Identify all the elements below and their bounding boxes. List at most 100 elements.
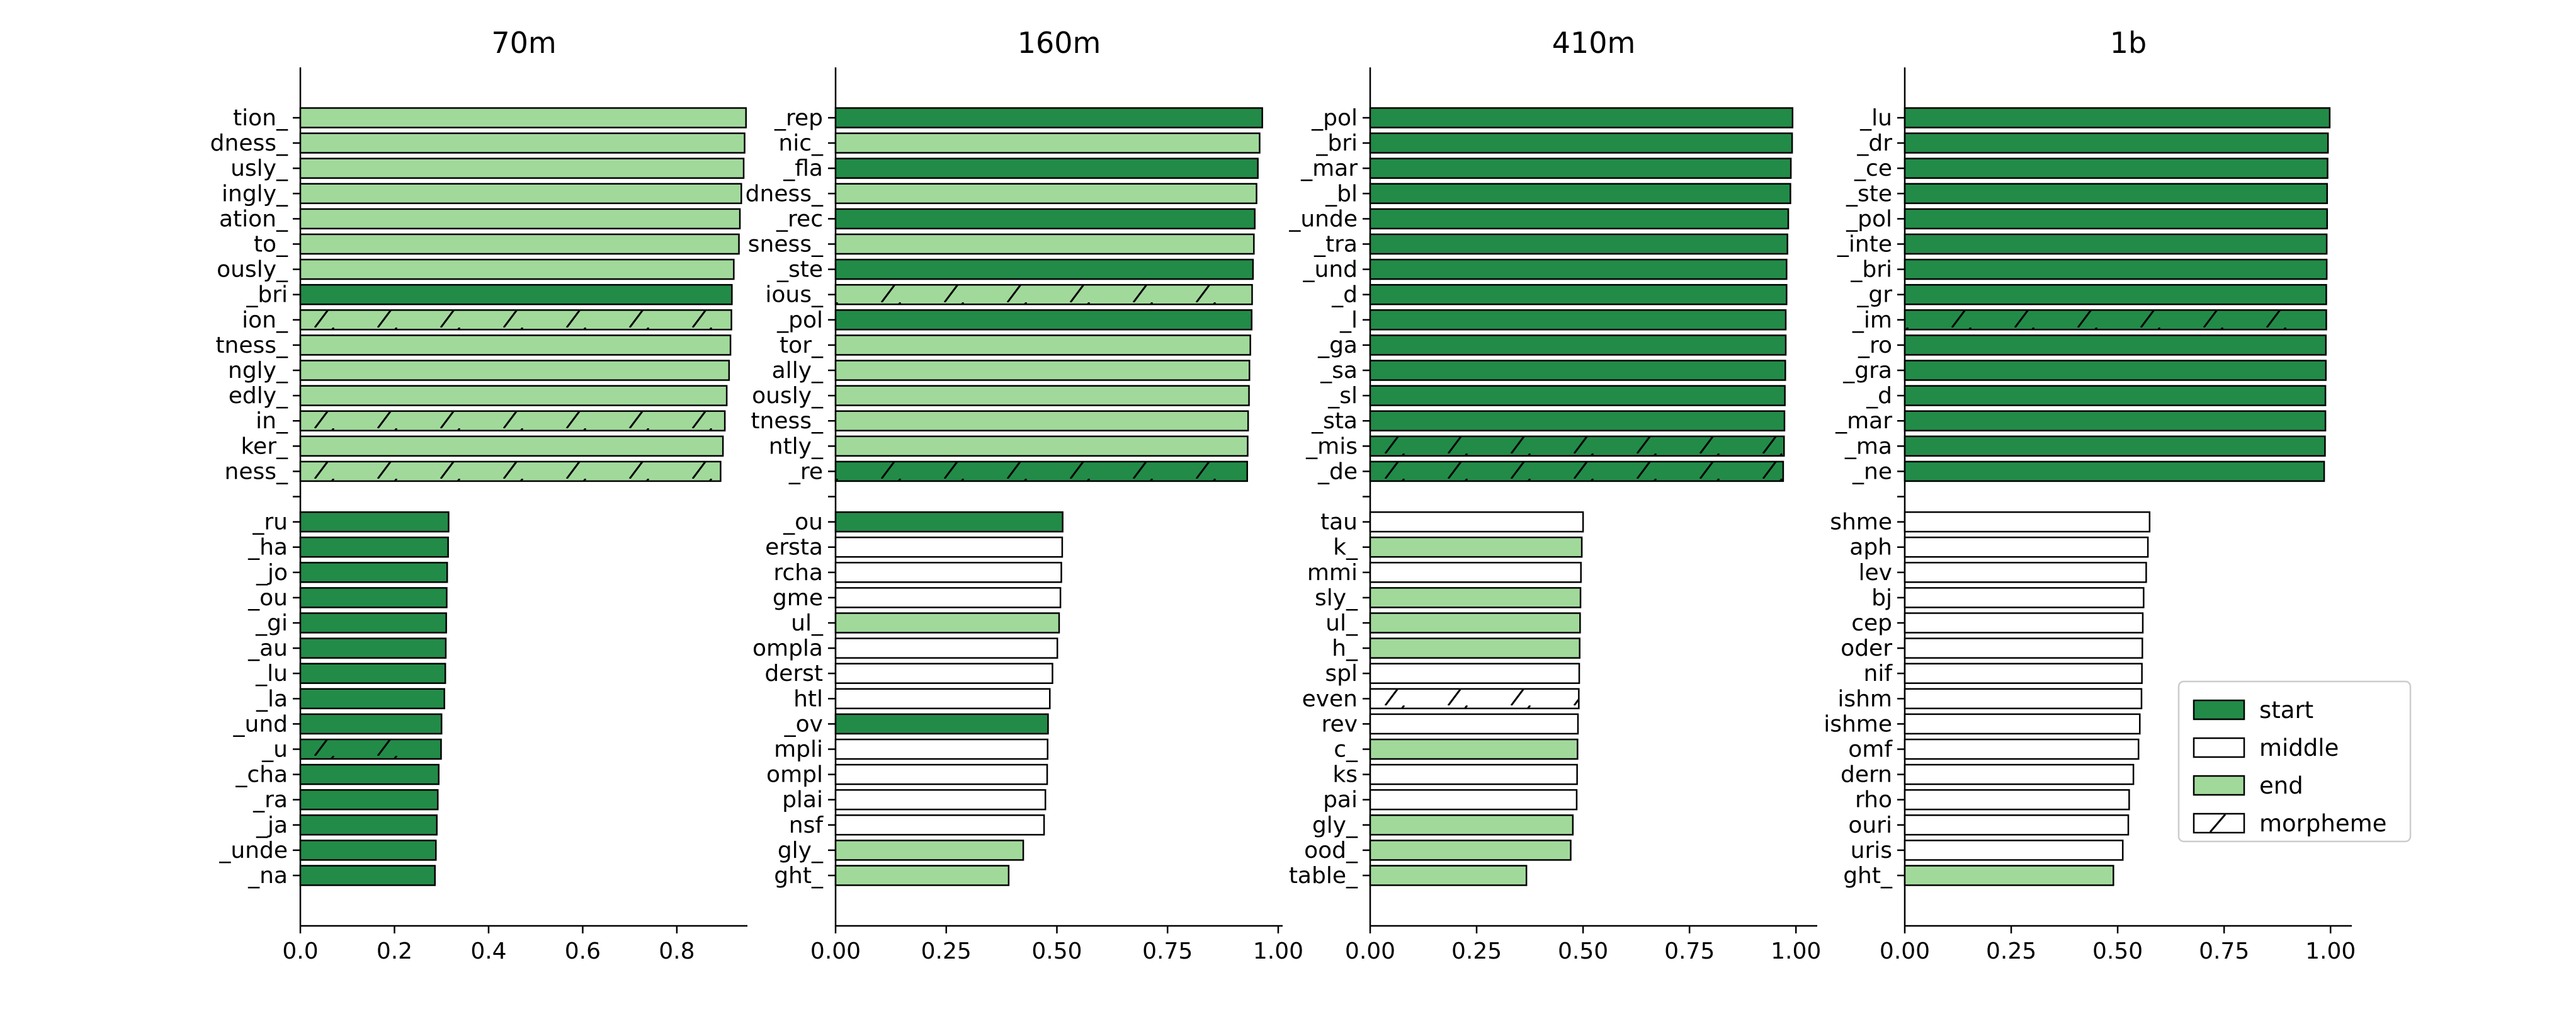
- bar-_dr: [1904, 132, 2329, 154]
- bar-ously_: [299, 258, 735, 280]
- y-tick-label: ingly_: [222, 181, 288, 207]
- bar-mmi: [1369, 562, 1582, 583]
- y-tick-label: cep: [1851, 610, 1892, 636]
- y-tick-label: _und: [1303, 257, 1358, 283]
- bar-_d: [1904, 385, 2327, 406]
- bar-tness_: [834, 410, 1249, 431]
- y-tick-label: rho: [1855, 787, 1892, 813]
- y-tick-label: ks: [1332, 762, 1358, 788]
- y-tick-label: mpli: [774, 737, 823, 763]
- bar-ersta: [834, 536, 1064, 558]
- bar-morpheme-hatch: [836, 285, 1252, 305]
- bar-_ou: [299, 587, 448, 608]
- bar-sness_: [834, 233, 1255, 255]
- bar-uris: [1904, 840, 2124, 861]
- y-tick-label: _unde: [218, 838, 288, 864]
- bar-c_: [1369, 738, 1579, 760]
- bar-_bri: [299, 283, 733, 305]
- y-tick-label: _ja: [256, 812, 288, 838]
- bar-_l: [1369, 309, 1787, 331]
- bar-ul_: [1369, 612, 1581, 634]
- y-tick-label: _sl: [1327, 383, 1358, 409]
- bar-htl: [834, 688, 1051, 710]
- y-tick-label: _ha: [247, 535, 288, 561]
- x-tick-label: 0.50: [2092, 938, 2143, 964]
- bar-_rec: [834, 208, 1256, 230]
- y-tick-label: ness_: [225, 459, 288, 484]
- y-tick-label: _bl: [1325, 181, 1358, 207]
- y-tick-label: in_: [256, 408, 288, 434]
- panel-title: 70m: [491, 26, 556, 60]
- bar-_ste: [1904, 183, 2329, 205]
- bar-_au: [299, 637, 447, 659]
- y-tick-label: _fla: [783, 156, 823, 181]
- bar-nif: [1904, 663, 2143, 684]
- bar-dern: [1904, 763, 2135, 785]
- x-tick-label: 1.00: [1771, 938, 1821, 964]
- bar-ingly_: [299, 183, 742, 205]
- y-tick-label: _cha: [235, 762, 288, 788]
- y-tick-label: ntly_: [769, 433, 824, 459]
- y-tick-label: _la: [256, 686, 288, 712]
- y-tick-label: _pol: [1311, 105, 1358, 131]
- bar-_pol: [1904, 208, 2329, 230]
- y-tick-label: h_: [1332, 636, 1358, 661]
- panel-title: 1b: [2110, 26, 2147, 60]
- bar-ishme: [1904, 713, 2141, 735]
- x-tick-label: 0.2: [377, 938, 412, 964]
- y-tick-label: _bri: [1850, 257, 1892, 283]
- y-tick-label: tness_: [215, 333, 288, 358]
- bar-ngly_: [299, 360, 730, 381]
- y-tick-label: rev: [1322, 711, 1358, 737]
- y-tick-label: _ru: [252, 510, 288, 535]
- legend-label-middle: middle: [2259, 734, 2339, 761]
- bar-_gi: [299, 612, 447, 634]
- y-tick-label: _gi: [255, 610, 288, 636]
- bar-oder: [1904, 637, 2143, 659]
- y-tick-label: aph: [1849, 535, 1892, 561]
- y-tick-label: _ne: [1852, 459, 1892, 484]
- y-tick-label: rcha: [773, 560, 823, 586]
- y-tick-label: ul_: [1325, 610, 1358, 636]
- y-tick-label: _ro: [1858, 333, 1892, 358]
- bar-ker_: [299, 435, 724, 457]
- y-tick-label: _ce: [1854, 156, 1892, 181]
- y-tick-label: sness_: [748, 232, 824, 258]
- y-tick-label: _ov: [784, 711, 823, 737]
- bar-gme: [834, 587, 1062, 608]
- bar-spl: [1369, 663, 1580, 684]
- x-tick-label: 0.6: [565, 938, 601, 964]
- legend-swatch-morpheme: [2193, 812, 2245, 834]
- bar-_ra: [299, 789, 439, 811]
- bar-ul_: [834, 612, 1060, 634]
- y-tick-label: _au: [247, 636, 288, 661]
- y-tick-label: _l: [1339, 307, 1358, 333]
- y-tick-label: sly_: [1315, 585, 1358, 611]
- y-tick-label: spl: [1325, 661, 1358, 687]
- y-tick-label: dness_: [210, 130, 288, 156]
- bar-_la: [299, 688, 445, 710]
- bar-table_: [1369, 865, 1528, 886]
- x-tick-label: 0.50: [1558, 938, 1608, 964]
- bar-plai: [834, 789, 1047, 811]
- y-tick-label: ood_: [1304, 838, 1358, 864]
- y-tick-label: _lu: [1859, 105, 1892, 131]
- y-tick-label: _mis: [1305, 433, 1358, 459]
- bar-_bri: [1369, 132, 1793, 154]
- y-tick-label: ght_: [1843, 863, 1893, 889]
- panel-1b: 1b0.00 0.25 0.50 0.75 1.00_lu_dr_ce_ste_pol_…: [1824, 26, 2356, 964]
- y-tick-label: _dr: [1856, 130, 1892, 156]
- y-tick-label: ious_: [765, 282, 824, 308]
- bar-h_: [1369, 637, 1580, 659]
- bar-edly_: [299, 385, 728, 406]
- bar-_lu: [1904, 107, 2331, 128]
- y-tick-label: ersta: [765, 535, 823, 561]
- bar-lev: [1904, 562, 2147, 583]
- bar-morpheme-hatch: [1370, 461, 1783, 481]
- y-tick-label: oder: [1841, 636, 1892, 661]
- y-tick-label: ously_: [217, 257, 288, 283]
- x-tick-label: 0.75: [1664, 938, 1715, 964]
- y-tick-label: pai: [1323, 787, 1358, 813]
- bar-_ja: [299, 814, 438, 836]
- bar-omf: [1904, 738, 2140, 760]
